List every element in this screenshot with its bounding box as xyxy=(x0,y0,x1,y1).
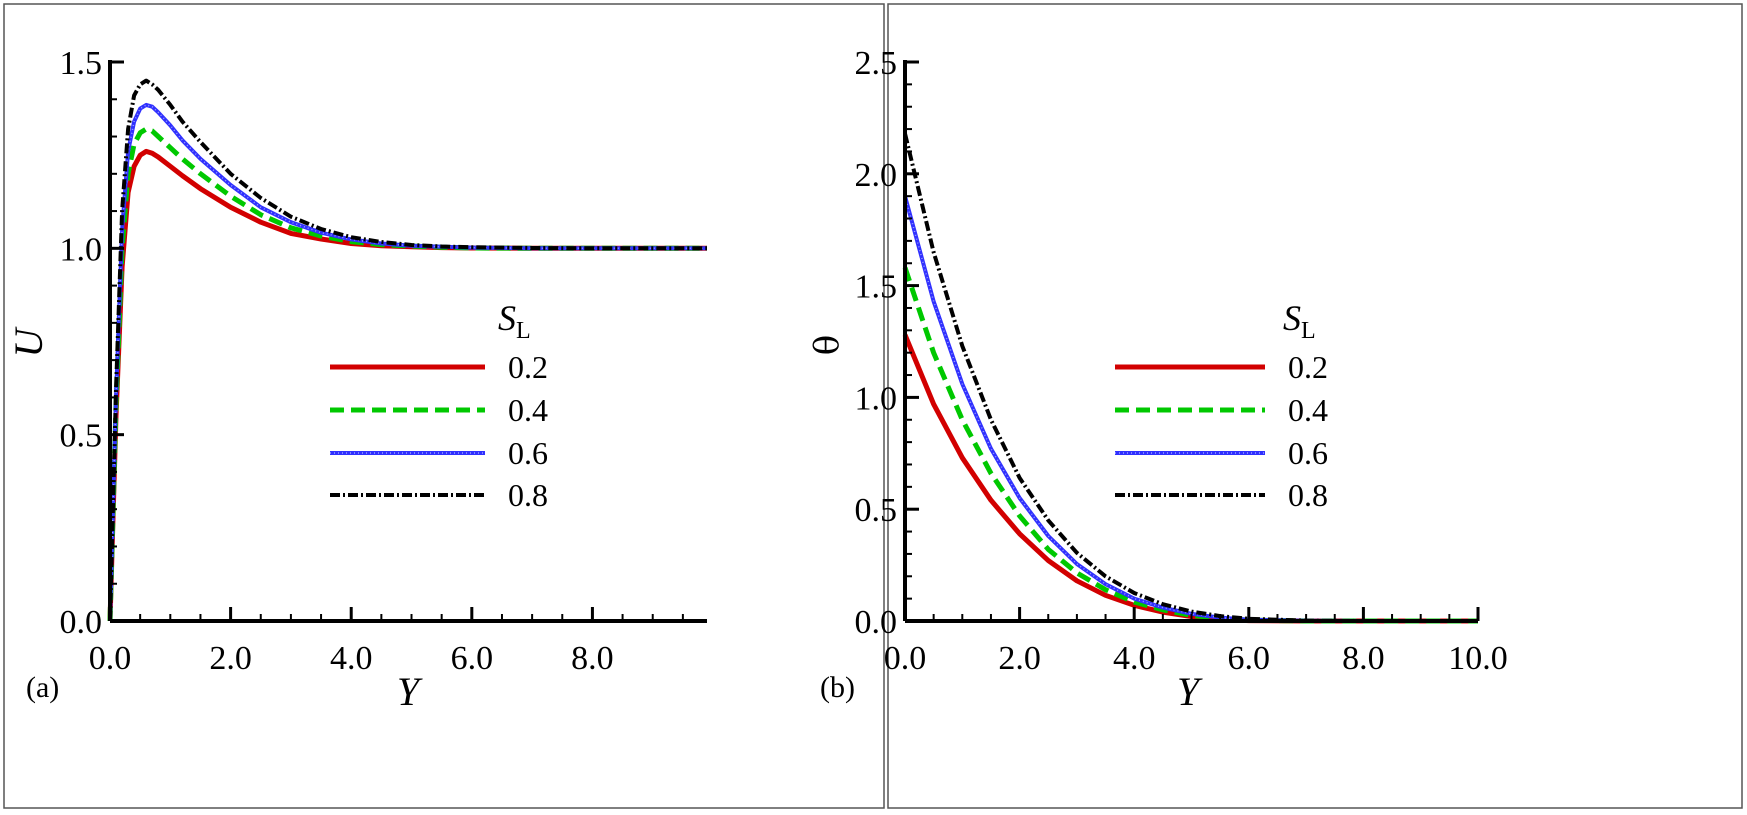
y-tick-label: 1.5 xyxy=(855,269,898,306)
y-tick-label: 0.0 xyxy=(855,604,898,641)
panel-a: 0.0 2.0 4.0 6.0 8.00.00.51.01.5YU(a)SL0.20.4… xyxy=(6,45,707,714)
legend-title: SL xyxy=(1283,298,1316,344)
y-tick-label: 2.5 xyxy=(855,45,898,82)
panel-a-frame xyxy=(3,3,885,809)
legend-label-08: 0.8 xyxy=(1288,477,1328,513)
legend: SL 0.2 0.4 0.6 0.8 xyxy=(1115,298,1328,513)
panel-label: (a) xyxy=(26,671,59,704)
panel-label: (b) xyxy=(820,671,855,704)
x-tick-label: 10.0 xyxy=(1448,640,1508,677)
x-tick-label: 8.0 xyxy=(1342,640,1385,677)
y-axis-title: θ xyxy=(807,335,847,355)
x-axis-title: Y xyxy=(1177,669,1203,714)
x-tick-label: 8.0 xyxy=(571,640,614,677)
x-tick-label: 2.0 xyxy=(998,640,1041,677)
legend-label-04: 0.4 xyxy=(1288,392,1328,428)
x-tick-label: 6.0 xyxy=(1228,640,1271,677)
legend-label-04: 0.4 xyxy=(508,392,548,428)
y-tick-label: 0.5 xyxy=(60,418,103,455)
x-tick-label: 6.0 xyxy=(451,640,494,677)
y-tick-label: 0.0 xyxy=(60,604,103,641)
legend-label-06: 0.6 xyxy=(508,435,548,471)
y-tick-label: 1.5 xyxy=(60,45,103,82)
x-axis-title: Y xyxy=(397,669,423,714)
legend-label-02: 0.2 xyxy=(1288,349,1328,385)
x-tick-label: 4.0 xyxy=(330,640,373,677)
y-tick-label: 2.0 xyxy=(855,157,898,194)
series-line-08 xyxy=(108,78,707,622)
panel-b: 0.0 2.0 4.0 6.0 8.0 10.0 0.0 0.5 1.0 1.5 2.0 2.5 Yθ (… xyxy=(807,45,1508,714)
x-tick-label: 4.0 xyxy=(1113,640,1156,677)
legend: SL0.20.40.60.8 xyxy=(330,298,548,513)
y-axis-title: U xyxy=(6,325,51,357)
legend-label-06: 0.6 xyxy=(1288,435,1328,471)
legend-label-02: 0.2 xyxy=(508,349,548,385)
legend-title-subscript: L xyxy=(1301,318,1316,344)
x-tick-label: 0.0 xyxy=(884,640,927,677)
y-tick-label: 1.0 xyxy=(60,231,103,268)
panel-b-frame xyxy=(887,3,1743,809)
legend-label-08: 0.8 xyxy=(508,477,548,513)
series-dots-06 xyxy=(109,104,707,622)
x-tick-label: 0.0 xyxy=(89,640,132,677)
x-tick-label: 2.0 xyxy=(209,640,252,677)
y-tick-label: 0.5 xyxy=(855,492,898,529)
y-tick-label: 1.0 xyxy=(855,380,898,417)
legend-title-subscript: L xyxy=(516,318,531,344)
